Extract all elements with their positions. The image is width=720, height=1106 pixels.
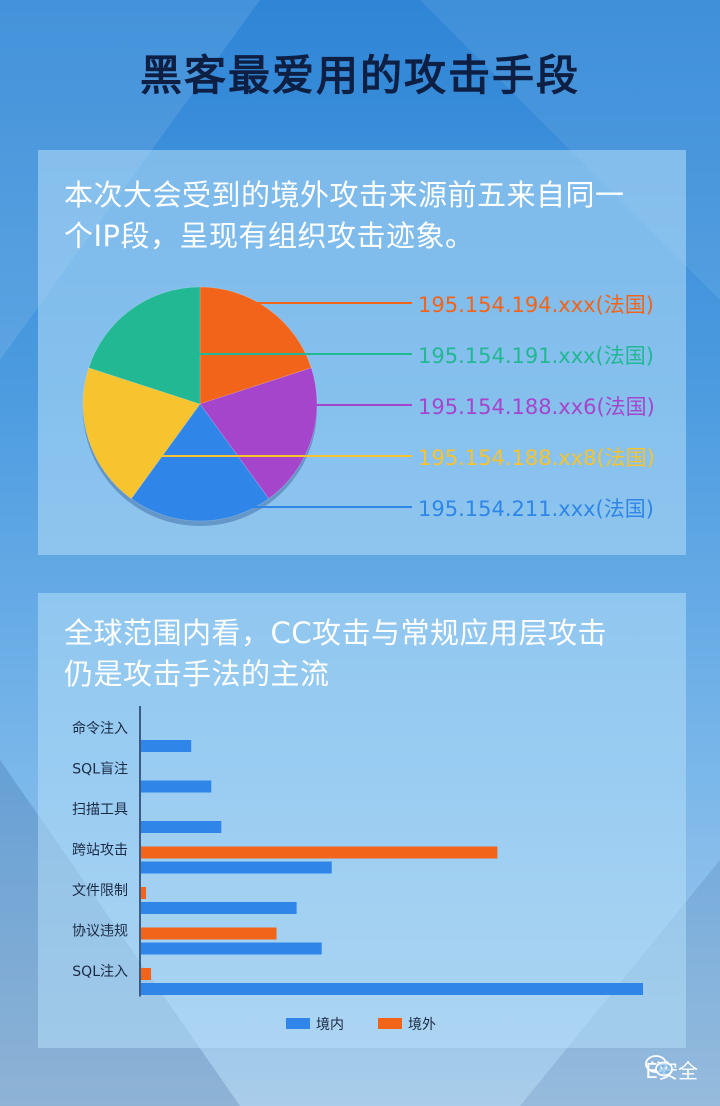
pie-label-3: 195.154.188.xx6(法国) [418, 395, 655, 419]
bar-foreign [141, 968, 152, 980]
pie-slice-3 [199, 367, 318, 500]
legend-label-1: 境内 [316, 1017, 344, 1033]
bar-domestic [141, 902, 297, 914]
pie-label-5: 195.154.211.xxx(法国) [418, 497, 654, 521]
legend-label-2: 境外 [408, 1017, 436, 1033]
bar-category-label: 文件限制 [72, 883, 128, 899]
ip-panel-heading: 本次大会受到的境外攻击来源前五来自同一 个IP段，呈现有组织攻击迹象。 [64, 175, 666, 257]
pie-label-4: 195.154.188.xx8(法国) [418, 446, 655, 470]
ip-source-panel: 本次大会受到的境外攻击来源前五来自同一 个IP段，呈现有组织攻击迹象。 195.… [38, 150, 686, 555]
attack-panel-heading: 全球范围内看，CC攻击与常规应用层攻击 仍是攻击手法的主流 [64, 613, 666, 695]
bar-domestic [141, 861, 332, 874]
pie-slice-2 [88, 286, 201, 405]
legend-swatch-1 [286, 1018, 310, 1029]
bar-domestic [141, 983, 643, 995]
pie-slice-4 [82, 367, 201, 500]
bar-category-label: SQL注入 [72, 964, 128, 980]
watermark: E安全 [645, 1055, 698, 1084]
bar-domestic [141, 780, 212, 793]
pie-label-1: 195.154.194.xxx(法国) [418, 293, 654, 317]
bar-foreign [141, 887, 147, 899]
bar-domestic [141, 821, 222, 833]
ip-panel-heading-line-1: 本次大会受到的境外攻击来源前五来自同一 [64, 178, 625, 212]
wechat-icon [645, 1055, 674, 1077]
bar-foreign [141, 927, 277, 940]
bar-domestic [141, 740, 192, 752]
attack-panel-heading-line-2: 仍是攻击手法的主流 [64, 657, 330, 691]
legend-swatch-2 [378, 1018, 402, 1029]
ip-pie-chart: 195.154.194.xxx(法国) 195.154.191.xxx(法国) 19… [82, 286, 655, 526]
pie-slice-1 [199, 286, 312, 405]
pie-slice-5 [130, 403, 270, 522]
bar-category-label: SQL盲注 [72, 761, 128, 778]
bar-domestic [141, 942, 322, 955]
attack-panel-heading-line-1: 全球范围内看，CC攻击与常规应用层攻击 [64, 616, 607, 650]
bar-category-label: 命令注入 [72, 720, 128, 737]
bar-foreign [141, 846, 498, 859]
attack-type-panel: 全球范围内看，CC攻击与常规应用层攻击 仍是攻击手法的主流 命令注入 SQL盲注扫… [38, 593, 686, 1048]
pie-label-2: 195.154.191.xxx(法国) [418, 344, 654, 368]
ip-panel-heading-line-2: 个IP段，呈现有组织攻击迹象。 [64, 219, 475, 253]
bar-category-label: 协议违规 [72, 924, 128, 940]
bar-category-label: 跨站攻击 [72, 843, 128, 859]
page-title: 黑客最爱用的攻击手段 [139, 51, 580, 100]
bar-category-label: 扫描工具 [72, 802, 128, 818]
